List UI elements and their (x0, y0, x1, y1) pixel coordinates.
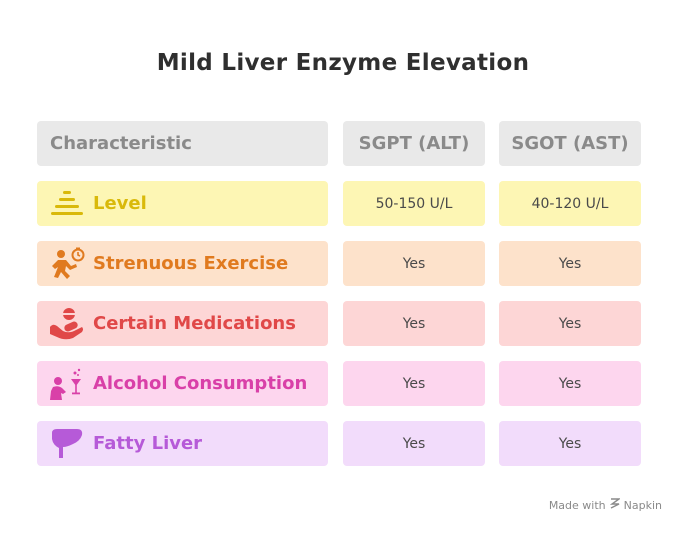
row-fatty-liver-sgpt: Yes (343, 421, 485, 466)
row-level-sgpt: 50-150 U/L (343, 181, 485, 226)
pills-hand-icon (49, 306, 85, 342)
header-sgpt: SGPT (ALT) (343, 121, 485, 166)
row-alcohol-sgot: Yes (499, 361, 641, 406)
row-fatty-liver-label-cell: Fatty Liver (37, 421, 328, 466)
napkin-brand-text: Napkin (623, 498, 662, 512)
row-alcohol-sgpt: Yes (343, 361, 485, 406)
footer: Made with Napkin (549, 498, 662, 512)
liver-icon (49, 426, 85, 462)
row-level-label-cell: Level (37, 181, 328, 226)
page-title: Mild Liver Enzyme Elevation (156, 50, 530, 76)
header-sgot: SGOT (AST) (499, 121, 641, 166)
row-label: Strenuous Exercise (93, 253, 289, 274)
header-characteristic: Characteristic (37, 121, 328, 166)
running-person-icon (49, 246, 85, 282)
row-alcohol-label-cell: Alcohol Consumption (37, 361, 328, 406)
row-fatty-liver-sgot: Yes (499, 421, 641, 466)
row-exercise-label-cell: Strenuous Exercise (37, 241, 328, 286)
napkin-logo-icon (609, 498, 621, 512)
row-exercise-sgpt: Yes (343, 241, 485, 286)
row-label: Certain Medications (93, 313, 296, 334)
row-medications-label-cell: Certain Medications (37, 301, 328, 346)
row-medications-sgpt: Yes (343, 301, 485, 346)
row-exercise-sgot: Yes (499, 241, 641, 286)
row-label: Alcohol Consumption (93, 373, 308, 394)
level-bars-icon (49, 186, 85, 222)
made-with-text: Made with (548, 498, 606, 512)
row-label: Level (93, 193, 147, 214)
drinking-person-icon (49, 366, 85, 402)
row-medications-sgot: Yes (499, 301, 641, 346)
row-label: Fatty Liver (93, 433, 203, 454)
row-level-sgot: 40-120 U/L (499, 181, 641, 226)
